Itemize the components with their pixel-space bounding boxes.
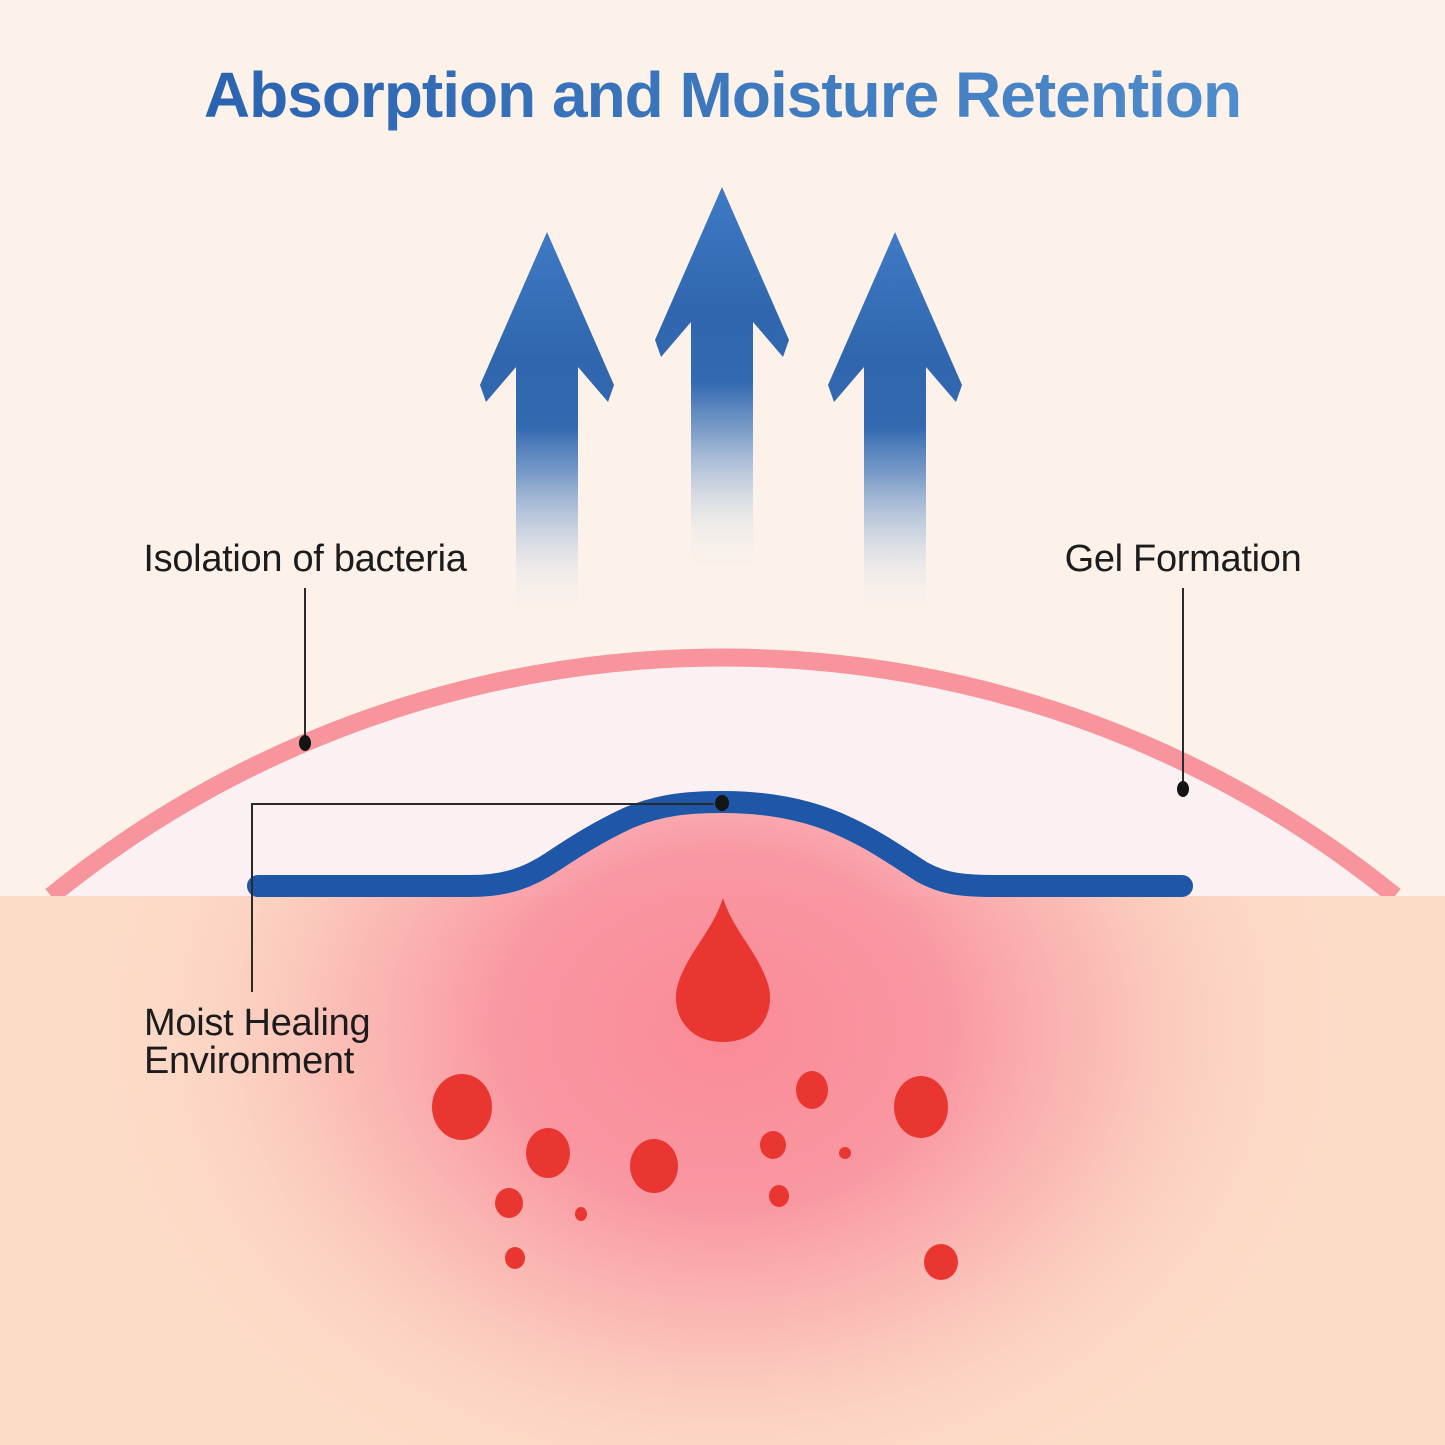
moist-healing-line-1: Moist Healing xyxy=(144,1002,371,1044)
leader-dots xyxy=(299,735,1189,811)
bacteria-dot xyxy=(630,1139,678,1193)
gel-leader-dot xyxy=(1177,781,1189,797)
gel-formation-label: Gel Formation xyxy=(1064,538,1302,580)
bacteria-dot xyxy=(894,1076,948,1138)
moist-leader-dot xyxy=(715,795,729,811)
bacteria-dot xyxy=(575,1207,587,1221)
up-arrow-icon xyxy=(480,232,614,617)
moisture-arrows xyxy=(480,187,962,617)
bacteria-dot xyxy=(526,1128,570,1178)
bacteria-dot xyxy=(924,1244,958,1280)
moist-leader-line xyxy=(251,803,714,992)
bacteria-dot xyxy=(796,1071,828,1109)
isolation-leader-dot xyxy=(299,735,311,751)
leader-lines xyxy=(251,588,1184,992)
bacteria-dot xyxy=(760,1131,786,1159)
moist-healing-line-2: Environment xyxy=(144,1040,355,1082)
moist-healing-environment-label: Moist Healing Environment xyxy=(144,1002,371,1082)
bacteria-dot xyxy=(769,1185,789,1207)
isolation-of-bacteria-label: Isolation of bacteria xyxy=(143,538,467,580)
up-arrow-icon xyxy=(828,232,962,617)
bacteria-dot xyxy=(505,1247,525,1269)
bacteria-dots xyxy=(432,1071,958,1280)
dressing-dome-outline xyxy=(45,648,1401,903)
bacteria-dot xyxy=(839,1147,851,1159)
blood-drop-icon xyxy=(675,898,771,1042)
bacteria-dot xyxy=(495,1188,523,1218)
bacteria-dot xyxy=(432,1074,492,1140)
page-title: Absorption and Moisture Retention xyxy=(203,59,1242,131)
up-arrow-icon xyxy=(655,187,789,572)
